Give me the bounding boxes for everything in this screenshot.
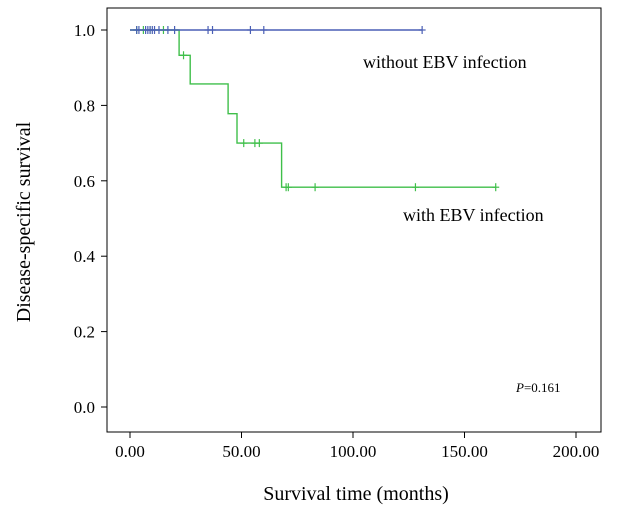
- x-tick-label: 50.00: [222, 442, 260, 461]
- y-tick-label: 0.6: [74, 172, 95, 191]
- censor-mark-with-ebv: [311, 183, 319, 192]
- x-tick-label: 200.00: [553, 442, 600, 461]
- y-axis-ticks: 0.0 0.2 0.4 0.6 0.8 1.0: [74, 21, 107, 417]
- y-tick-label: 0.2: [74, 323, 95, 342]
- plot-frame: [106, 7, 602, 433]
- censor-mark-without-ebv: [155, 26, 163, 34]
- censor-mark-without-ebv: [164, 26, 172, 34]
- censor-mark-with-ebv: [284, 183, 292, 192]
- censor-mark-with-ebv: [180, 51, 188, 60]
- censor-mark-without-ebv: [135, 26, 143, 34]
- p-value-annotation: P=0.161: [515, 380, 561, 395]
- censor-mark-with-ebv: [411, 183, 419, 192]
- p-value-symbol: P: [515, 380, 524, 395]
- censor-mark-without-ebv: [246, 26, 254, 34]
- series-layer: [130, 26, 500, 192]
- censor-mark-with-ebv: [240, 139, 248, 148]
- censor-mark-without-ebv: [171, 26, 179, 34]
- series-label-without-ebv: without EBV infection: [363, 52, 527, 72]
- x-tick-label: 150.00: [441, 442, 488, 461]
- x-axis-title: Survival time (months): [263, 483, 449, 505]
- y-tick-label: 1.0: [74, 21, 95, 40]
- survival-curve-with-ebv: [130, 29, 496, 188]
- series-label-with-ebv: with EBV infection: [403, 205, 544, 225]
- p-value-number: =0.161: [524, 380, 561, 395]
- x-axis-ticks: 0.00 50.00 100.00 150.00 200.00: [115, 432, 599, 461]
- censor-mark-with-ebv: [492, 183, 500, 192]
- y-tick-label: 0.8: [74, 96, 95, 115]
- y-tick-label: 0.0: [74, 398, 95, 417]
- y-axis-title: Disease-specific survival: [13, 121, 35, 322]
- x-tick-label: 0.00: [115, 442, 145, 461]
- censor-mark-without-ebv: [209, 26, 217, 34]
- censor-mark-without-ebv: [418, 26, 426, 34]
- censor-mark-without-ebv: [260, 26, 268, 34]
- x-tick-label: 100.00: [330, 442, 377, 461]
- y-tick-label: 0.4: [74, 247, 96, 266]
- censor-mark-with-ebv: [255, 139, 263, 148]
